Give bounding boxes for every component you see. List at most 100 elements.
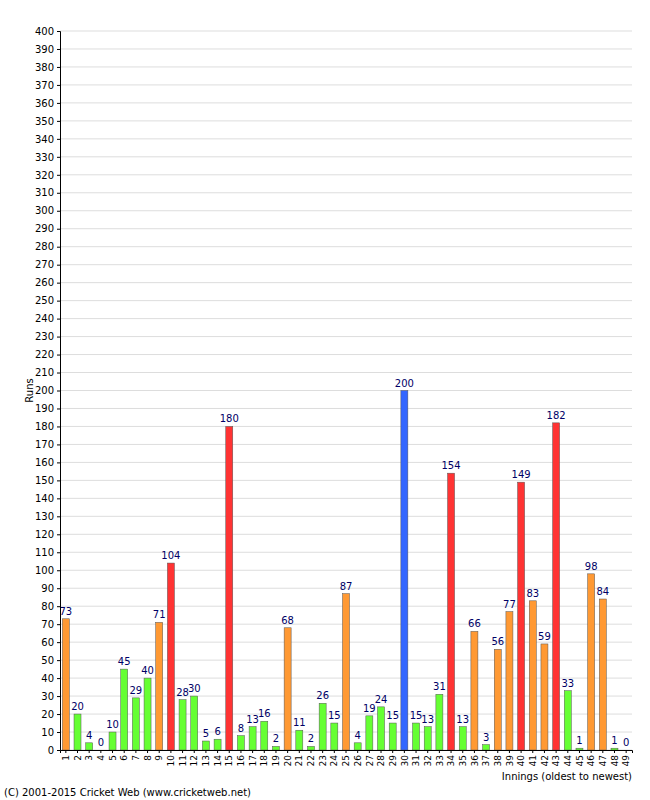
y-tick-mark bbox=[57, 624, 60, 625]
x-tick-label: 46 bbox=[586, 755, 596, 767]
x-tick-label: 48 bbox=[610, 755, 620, 767]
data-label: 104 bbox=[161, 550, 180, 561]
data-label: 1 bbox=[576, 735, 582, 746]
grid-line bbox=[60, 426, 632, 427]
x-tick-mark bbox=[404, 750, 405, 753]
x-tick: 48 bbox=[610, 750, 620, 766]
data-label: 15 bbox=[386, 710, 399, 721]
grid-line bbox=[60, 174, 632, 175]
y-tick-mark bbox=[57, 247, 60, 248]
x-tick-mark bbox=[217, 750, 218, 753]
bar bbox=[179, 700, 186, 750]
y-tick-mark bbox=[57, 660, 60, 661]
y-tick-mark bbox=[57, 157, 60, 158]
y-tick: 360 bbox=[35, 98, 60, 109]
x-tick-mark bbox=[334, 750, 335, 753]
x-tick: 5 bbox=[108, 750, 118, 761]
x-tick: 17 bbox=[248, 750, 258, 766]
grid-line bbox=[60, 210, 632, 211]
x-tick-label: 33 bbox=[435, 755, 445, 766]
bar bbox=[541, 644, 548, 750]
y-tick-label: 140 bbox=[35, 493, 54, 504]
x-tick: 45 bbox=[575, 750, 585, 766]
y-tick: 10 bbox=[41, 727, 60, 738]
x-tick-label: 37 bbox=[481, 755, 491, 766]
data-label: 11 bbox=[293, 717, 306, 728]
data-label: 20 bbox=[71, 701, 84, 712]
x-tick-mark bbox=[427, 750, 428, 753]
data-label: 6 bbox=[214, 726, 220, 737]
x-tick-mark bbox=[451, 750, 452, 753]
x-tick: 6 bbox=[119, 750, 129, 761]
data-label: 180 bbox=[220, 413, 239, 424]
y-tick-mark bbox=[57, 498, 60, 499]
x-tick-mark bbox=[439, 750, 440, 753]
grid-line bbox=[60, 264, 632, 265]
y-tick-mark bbox=[57, 373, 60, 374]
bar bbox=[354, 743, 361, 750]
x-tick: 4 bbox=[96, 750, 106, 761]
grid-line bbox=[60, 570, 632, 571]
x-tick-mark bbox=[486, 750, 487, 753]
x-tick-mark bbox=[229, 750, 230, 753]
data-label: 16 bbox=[258, 708, 271, 719]
data-label: 83 bbox=[526, 588, 539, 599]
y-tick-mark bbox=[57, 85, 60, 86]
y-tick: 230 bbox=[35, 331, 60, 342]
y-tick-mark bbox=[57, 444, 60, 445]
y-tick: 100 bbox=[35, 565, 60, 576]
y-tick: 40 bbox=[41, 673, 60, 684]
y-tick-label: 50 bbox=[41, 655, 54, 666]
grid-line bbox=[60, 552, 632, 553]
x-tick-mark bbox=[89, 750, 90, 753]
y-tick: 370 bbox=[35, 80, 60, 91]
x-tick: 8 bbox=[143, 750, 153, 761]
x-tick-label: 7 bbox=[131, 755, 141, 761]
y-tick-label: 340 bbox=[35, 134, 54, 145]
x-tick: 12 bbox=[189, 750, 199, 766]
x-tick: 11 bbox=[178, 750, 188, 766]
bar bbox=[296, 730, 303, 750]
y-tick-label: 220 bbox=[35, 349, 54, 360]
x-tick: 36 bbox=[470, 750, 480, 766]
y-tick-label: 100 bbox=[35, 565, 54, 576]
y-tick-label: 40 bbox=[41, 673, 54, 684]
x-tick-mark bbox=[381, 750, 382, 753]
y-tick: 340 bbox=[35, 134, 60, 145]
y-tick: 150 bbox=[35, 475, 60, 486]
y-tick: 350 bbox=[35, 116, 60, 127]
grid-line bbox=[60, 336, 632, 337]
y-tick: 330 bbox=[35, 152, 60, 163]
y-tick-label: 180 bbox=[35, 421, 54, 432]
data-label: 200 bbox=[395, 378, 414, 389]
x-tick-mark bbox=[532, 750, 533, 753]
y-tick-mark bbox=[57, 391, 60, 392]
bar bbox=[261, 721, 268, 750]
data-label: 13 bbox=[421, 714, 434, 725]
grid-line bbox=[60, 534, 632, 535]
x-tick-mark bbox=[240, 750, 241, 753]
data-label: 26 bbox=[316, 690, 329, 701]
x-tick-label: 26 bbox=[353, 755, 363, 767]
data-label: 29 bbox=[130, 685, 143, 696]
chart: 7320401045294071104283056180813162681122… bbox=[0, 0, 650, 800]
y-tick-label: 400 bbox=[35, 26, 54, 37]
y-tick-label: 160 bbox=[35, 457, 54, 468]
x-tick-label: 29 bbox=[388, 755, 398, 767]
data-label: 2 bbox=[308, 733, 314, 744]
x-tick-label: 1 bbox=[61, 755, 71, 761]
bar bbox=[448, 473, 455, 750]
bar bbox=[553, 423, 560, 750]
y-tick-label: 170 bbox=[35, 439, 54, 450]
data-label: 73 bbox=[59, 606, 72, 617]
grid-line bbox=[60, 156, 632, 157]
y-tick: 260 bbox=[35, 277, 60, 288]
y-tick-mark bbox=[57, 588, 60, 589]
x-tick-mark bbox=[591, 750, 592, 753]
x-tick-mark bbox=[544, 750, 545, 753]
data-label: 0 bbox=[623, 737, 629, 748]
y-tick-label: 240 bbox=[35, 313, 54, 324]
x-tick-label: 15 bbox=[224, 755, 234, 766]
grid-line bbox=[60, 228, 632, 229]
y-axis-line bbox=[57, 32, 61, 751]
